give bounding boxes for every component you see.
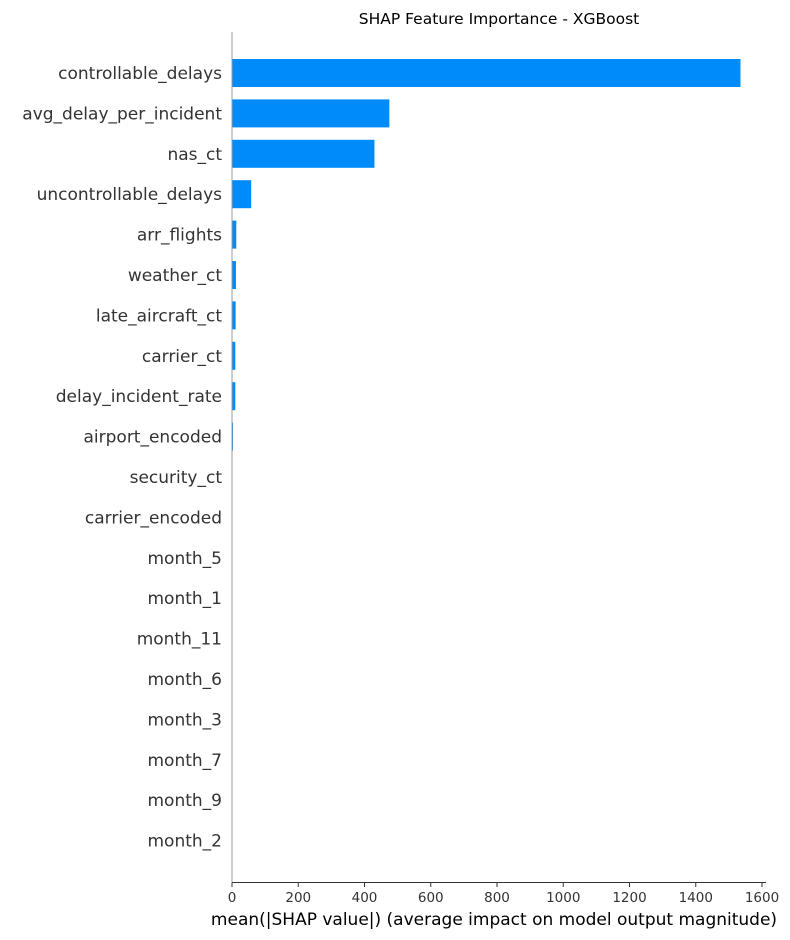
x-tick-label: 1000	[546, 890, 580, 906]
x-axis-label: mean(|SHAP value|) (average impact on mo…	[211, 910, 777, 930]
category-label-avg_delay_per_incident: avg_delay_per_incident	[22, 104, 222, 124]
category-label-month_5: month_5	[148, 549, 223, 569]
x-tick-label: 200	[285, 890, 311, 906]
category-label-month_3: month_3	[148, 710, 223, 730]
category-label-month_1: month_1	[148, 589, 223, 609]
bar-nas_ct	[232, 139, 375, 168]
bar-arr_flights	[232, 220, 237, 249]
x-tick-label: 1200	[612, 890, 646, 906]
category-label-delay_incident_rate: delay_incident_rate	[56, 387, 222, 407]
category-label-month_11: month_11	[137, 630, 222, 650]
x-tick-label: 600	[418, 890, 444, 906]
x-tick-label: 1400	[679, 890, 713, 906]
x-tick-label: 800	[484, 890, 510, 906]
bar-delay_incident_rate	[232, 382, 236, 411]
category-label-security_ct: security_ct	[130, 468, 223, 488]
category-label-carrier_encoded: carrier_encoded	[85, 508, 222, 528]
category-label-arr_flights: arr_flights	[137, 226, 222, 246]
category-label-nas_ct: nas_ct	[167, 145, 222, 165]
bar-late_aircraft_ct	[232, 301, 236, 330]
x-tick-label: 0	[228, 890, 237, 906]
category-label-month_6: month_6	[148, 670, 223, 690]
category-label-uncontrollable_delays: uncontrollable_delays	[37, 185, 223, 205]
x-tick-label: 400	[352, 890, 378, 906]
category-label-month_7: month_7	[148, 751, 223, 771]
category-label-month_2: month_2	[148, 832, 223, 852]
bar-uncontrollable_delays	[232, 180, 252, 209]
chart-title: SHAP Feature Importance - XGBoost	[359, 10, 640, 28]
x-tick-label: 1600	[745, 890, 779, 906]
category-label-controllable_delays: controllable_delays	[58, 64, 222, 84]
bar-controllable_delays	[232, 59, 741, 87]
category-label-airport_encoded: airport_encoded	[84, 428, 223, 448]
category-label-late_aircraft_ct: late_aircraft_ct	[96, 306, 222, 326]
x-ticks-group: 0 200 400 600 800 1000 1200 1400 1600	[228, 882, 779, 906]
category-label-weather_ct: weather_ct	[128, 266, 223, 286]
bars-group	[232, 59, 741, 855]
bar-avg_delay_per_incident	[232, 99, 390, 128]
category-label-month_9: month_9	[148, 791, 223, 811]
bar-weather_ct	[232, 261, 236, 289]
bar-carrier_ct	[232, 341, 236, 370]
category-label-carrier_ct: carrier_ct	[142, 347, 222, 367]
category-labels-group: controllable_delays avg_delay_per_inciden…	[22, 64, 222, 852]
